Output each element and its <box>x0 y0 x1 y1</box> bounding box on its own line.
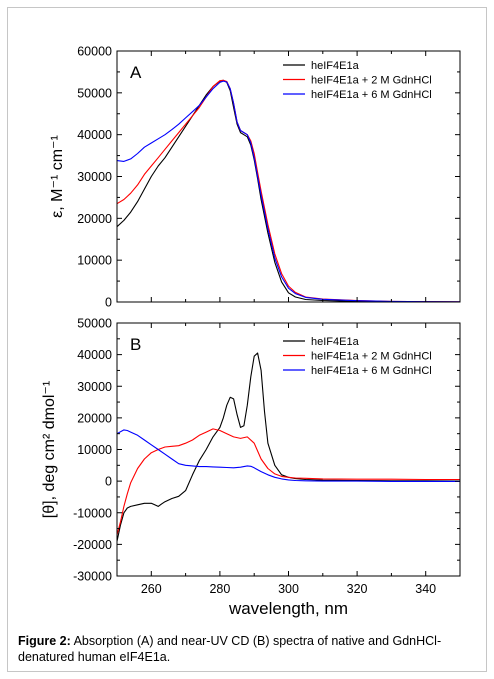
panel-b-series-line-3 <box>116 429 460 482</box>
panel-b-ytick-label: -10000 <box>73 506 112 520</box>
panel-a-ytick-label: 50000 <box>77 86 112 100</box>
panel-a-ytick-label: 30000 <box>77 170 112 184</box>
panel-a-ytick-label: 60000 <box>77 45 112 59</box>
panel-b-ytick-label: 20000 <box>77 411 112 425</box>
panel-a-panel-label: A <box>130 63 142 82</box>
caption-label: Figure 2: <box>18 634 71 648</box>
panel-b-xtick-label: 320 <box>347 582 368 596</box>
panel-a-series-line-2 <box>116 79 461 303</box>
panel-a-legend-label: heIF4E1a + 2 M GdnHCl <box>311 75 432 87</box>
panel-a-plot: 0 10000 20000 30000 40000 50000 60000 Aε, M⁻¹ c… <box>49 45 461 310</box>
panel-b-ytick-label: 10000 <box>77 443 112 457</box>
panel-b-xtick-label: 280 <box>209 582 230 596</box>
figure-frame <box>7 7 487 672</box>
panel-b-xtick-label: 340 <box>415 582 436 596</box>
panel-b-ytick-label: 50000 <box>77 317 112 331</box>
panel-a-ytick-label: 40000 <box>77 128 112 142</box>
panel-b-xtick-label: 300 <box>278 582 299 596</box>
panel-b-xtick-label: 260 <box>141 582 162 596</box>
panel-b-plot: -30000 -20000 -10000 0 10000 20000 30000 40000 5… <box>41 317 461 618</box>
panel-a-legend-label: heIF4E1a <box>311 60 360 72</box>
panel-a-ytick-label: 10000 <box>77 254 112 268</box>
panel-a-y-axis-label: ε, M⁻¹ cm⁻¹ <box>49 135 66 218</box>
panel-b-ytick-label: 40000 <box>77 348 112 362</box>
panel-a-ytick-label: 0 <box>105 296 112 310</box>
panel-b-legend-label: heIF4E1a <box>311 336 360 348</box>
panel-a-ytick-label: 20000 <box>77 212 112 226</box>
panel-b-y-axis-label: [θ], deg cm² dmol⁻¹ <box>41 381 58 518</box>
panel-b-panel-label: B <box>130 335 141 354</box>
figure-caption: Figure 2: Absorption (A) and near-UV CD … <box>18 633 480 665</box>
caption-text: Absorption (A) and near-UV CD (B) spectr… <box>18 634 442 664</box>
panel-b-series-line-2 <box>116 428 460 536</box>
panel-a-series-line-3 <box>116 80 461 303</box>
panel-b-ytick-label: 30000 <box>77 380 112 394</box>
panel-b-legend-label: heIF4E1a + 2 M GdnHCl <box>311 351 432 363</box>
panel-b-x-axis-label: wavelength, nm <box>228 599 348 618</box>
panel-b-ytick-label: -30000 <box>73 570 112 584</box>
panel-b-legend-label: heIF4E1a + 6 M GdnHCl <box>311 365 432 377</box>
panel-a-legend-label: heIF4E1a + 6 M GdnHCl <box>311 89 432 101</box>
panel-a-series-line-1 <box>116 79 461 303</box>
panel-b-ytick-label: 0 <box>105 475 112 489</box>
panel-b-ytick-label: -20000 <box>73 538 112 552</box>
